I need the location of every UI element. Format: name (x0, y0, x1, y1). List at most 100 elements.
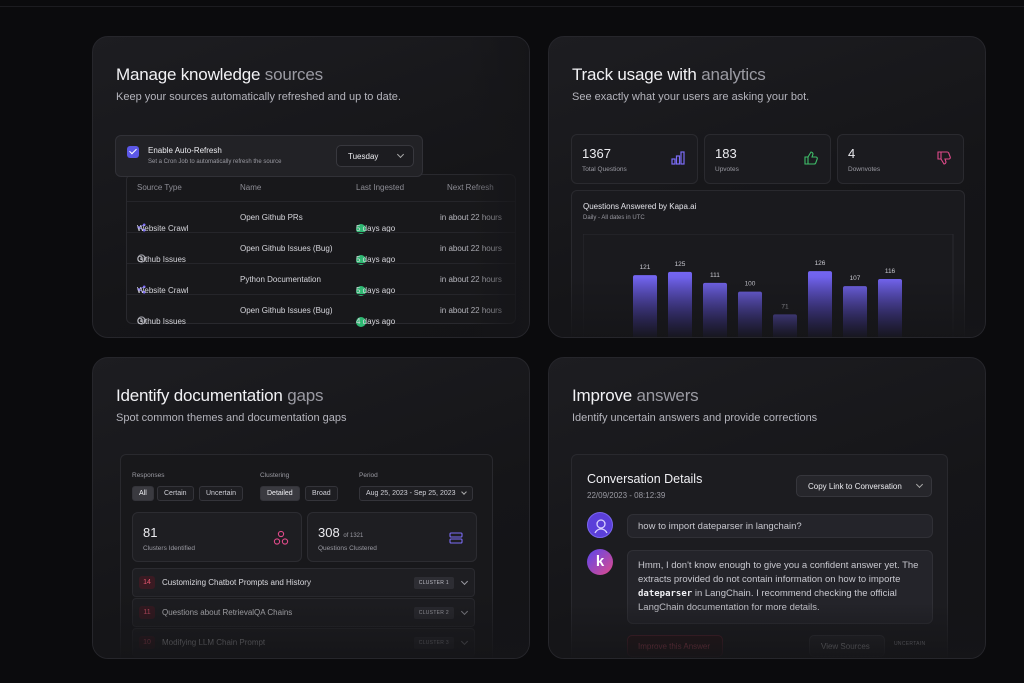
period-label: Period (359, 472, 378, 479)
copy-link-button[interactable]: Copy Link to Conversation (796, 475, 932, 497)
stat-value: 4 (848, 146, 856, 161)
cluster-tag: CLUSTER 2 (413, 607, 454, 619)
bar-value-label: 71 (781, 303, 789, 310)
chart-bar (808, 271, 832, 337)
filter-all[interactable]: All (132, 486, 154, 501)
questions-clustered-box: 308 of 1321 Questions Clustered (307, 512, 477, 562)
clustering-label: Clustering (260, 472, 290, 479)
sources-table: Source Type Name Last Ingested Next Refr… (126, 174, 516, 327)
bar-value-label: 126 (815, 260, 826, 267)
bar-value-label: 100 (745, 281, 756, 288)
stat-label: Downvotes (848, 166, 881, 173)
crawl-icon (137, 285, 152, 295)
chevron-down-icon (915, 480, 924, 489)
auto-refresh-checkbox[interactable] (127, 146, 139, 158)
bar-chart: 121 125 111 100 71 126 107 116 (583, 234, 954, 337)
thumbs-up-icon (804, 151, 818, 165)
conversation-panel: Conversation Details 22/09/2023 - 08:12:… (571, 454, 948, 658)
uncertain-badge: UNCERTAIN (894, 641, 926, 647)
questions-label: Questions Clustered (318, 545, 377, 552)
thumbs-down-icon (937, 151, 951, 165)
next-refresh: in about 22 hours (440, 306, 502, 315)
card-subtitle: Identify uncertain answers and provide c… (572, 412, 818, 424)
top-divider (0, 6, 1024, 7)
auto-refresh-sublabel: Set a Cron Job to automatically refresh … (148, 159, 282, 165)
table-row[interactable]: Github Issues Open Github Issues (Bug) 4 d… (127, 294, 515, 327)
table-row[interactable]: Website Crawl Python Documentation 5 days … (127, 263, 515, 296)
improve-answers-card: Improve answers Identify uncertain answe… (548, 357, 986, 659)
clustering-detailed[interactable]: Detailed (260, 486, 300, 501)
bar-value-label: 121 (640, 264, 651, 271)
clusters-label: Clusters Identified (143, 545, 196, 552)
day-select[interactable]: Tuesday (336, 145, 414, 167)
auto-refresh-panel: Enable Auto-Refresh Set a Cron Job to au… (115, 135, 423, 177)
kapa-bot-avatar: k (587, 549, 613, 575)
stat-downvotes: 4 Downvotes (837, 134, 964, 184)
check-circle-icon (356, 224, 366, 234)
stat-value: 183 (715, 146, 737, 161)
day-select-value: Tuesday (348, 152, 379, 161)
card-title: Identify documentation gaps (116, 386, 324, 405)
source-name: Open Github Issues (Bug) (240, 244, 333, 253)
cluster-tag: CLUSTER 3 (413, 637, 454, 649)
questions-value: 308 of 1321 (318, 525, 364, 540)
source-name: Open Github PRs (240, 213, 303, 222)
knowledge-sources-card: Manage knowledge sources Keep your sourc… (92, 36, 530, 338)
col-source-type: Source Type (137, 183, 182, 192)
stat-upvotes: 183 Upvotes (704, 134, 831, 184)
user-avatar-icon (587, 512, 613, 538)
check-circle-icon (356, 317, 366, 327)
chevron-down-icon (460, 577, 469, 586)
col-last-ingested: Last Ingested (356, 183, 405, 192)
col-next-refresh: Next Refresh (447, 183, 494, 192)
chevron-down-icon (460, 607, 469, 616)
chart-bar (633, 275, 657, 337)
table-row[interactable]: Github Issues Open Github Issues (Bug) 5 d… (127, 232, 515, 265)
view-sources-button[interactable]: View Sources (809, 635, 885, 657)
card-subtitle: See exactly what your users are asking y… (572, 91, 810, 103)
bar-value-label: 116 (885, 268, 896, 275)
chart-bar (773, 314, 797, 337)
stat-label: Upvotes (715, 166, 739, 173)
next-refresh: in about 22 hours (440, 213, 502, 222)
cluster-title: Questions about RetrievalQA Chains (162, 608, 293, 617)
filter-uncertain[interactable]: Uncertain (199, 486, 243, 501)
auto-refresh-label: Enable Auto-Refresh (148, 146, 222, 155)
stack-icon (449, 532, 463, 544)
bar-value-label: 111 (710, 272, 720, 279)
conversation-date: 22/09/2023 - 08:12:39 (587, 491, 666, 500)
card-subtitle: Keep your sources automatically refreshe… (116, 91, 401, 103)
cluster-row[interactable]: 11 Questions about RetrievalQA Chains CLUS… (132, 598, 475, 627)
chart-panel: Questions Answered by Kapa.ai Daily - Al… (571, 190, 965, 337)
clusters-value: 81 (143, 525, 158, 540)
cluster-row[interactable]: 10 Modifying LLM Chain Prompt CLUSTER 3 (132, 628, 475, 657)
chart-bar (703, 282, 727, 337)
user-question: how to import dateparser in langchain? (627, 514, 933, 538)
chevron-down-icon (396, 150, 405, 159)
chevron-down-icon (460, 489, 467, 495)
chart-bar (738, 291, 762, 337)
cluster-tag: CLUSTER 1 (413, 577, 454, 589)
bar-value-label: 107 (850, 275, 861, 282)
card-subtitle: Spot common themes and documentation gap… (116, 412, 347, 424)
next-refresh: in about 22 hours (440, 275, 502, 284)
table-row[interactable]: Website Crawl Open Github PRs 5 days ago in… (127, 201, 515, 234)
cluster-count: 10 (139, 636, 155, 649)
chevron-down-icon (460, 637, 469, 646)
chart-bar (668, 271, 692, 337)
copy-link-label: Copy Link to Conversation (808, 482, 902, 491)
filter-certain[interactable]: Certain (157, 486, 194, 501)
gaps-panel: Responses All Certain Uncertain Clusteri… (120, 454, 493, 658)
cluster-icon (273, 530, 289, 545)
analytics-card: Track usage with analytics See exactly w… (548, 36, 986, 338)
source-name: Open Github Issues (Bug) (240, 306, 333, 315)
chart-title: Questions Answered by Kapa.ai (583, 202, 697, 211)
clustering-broad[interactable]: Broad (305, 486, 338, 501)
clusters-identified-box: 81 Clusters Identified (132, 512, 302, 562)
bar-chart-icon (671, 151, 685, 165)
period-select[interactable]: Aug 25, 2023 - Sep 25, 2023 (359, 486, 473, 501)
col-name: Name (240, 183, 262, 192)
improve-answer-button[interactable]: Improve this Answer (627, 635, 723, 657)
cluster-title: Customizing Chatbot Prompts and History (162, 578, 311, 587)
cluster-row[interactable]: 14 Customizing Chatbot Prompts and Histor… (132, 568, 475, 597)
